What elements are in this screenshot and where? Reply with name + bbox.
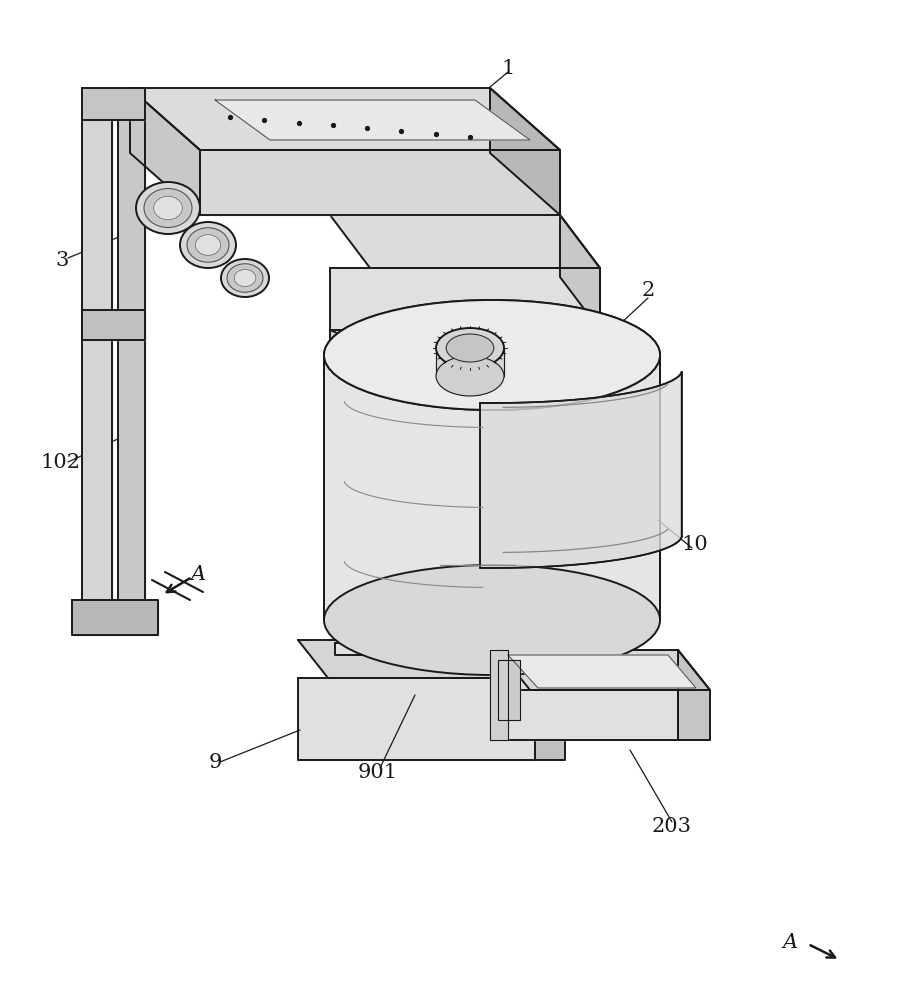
Text: 9: 9	[209, 752, 222, 772]
Polygon shape	[335, 633, 555, 643]
Text: 901: 901	[358, 762, 398, 782]
Ellipse shape	[144, 188, 192, 228]
Polygon shape	[498, 650, 710, 690]
Text: A: A	[191, 566, 206, 584]
Ellipse shape	[154, 196, 182, 220]
Polygon shape	[82, 310, 145, 340]
Polygon shape	[215, 100, 530, 140]
Text: 2: 2	[641, 280, 654, 300]
Polygon shape	[200, 150, 560, 215]
Polygon shape	[324, 355, 660, 620]
Polygon shape	[82, 120, 112, 620]
Polygon shape	[490, 650, 508, 740]
Ellipse shape	[324, 300, 660, 410]
Text: 203: 203	[652, 816, 692, 836]
Polygon shape	[498, 660, 520, 720]
Polygon shape	[535, 640, 565, 760]
Ellipse shape	[180, 222, 236, 268]
Ellipse shape	[221, 259, 269, 297]
Text: 102: 102	[40, 452, 80, 472]
Polygon shape	[498, 690, 678, 740]
Polygon shape	[330, 215, 600, 268]
Polygon shape	[82, 88, 145, 120]
Text: A: A	[782, 932, 797, 952]
Ellipse shape	[187, 228, 229, 262]
Ellipse shape	[235, 269, 256, 287]
Polygon shape	[330, 330, 400, 390]
Polygon shape	[298, 640, 565, 678]
Text: 10: 10	[681, 536, 708, 554]
Ellipse shape	[324, 300, 660, 410]
Polygon shape	[490, 88, 560, 215]
Polygon shape	[560, 215, 600, 330]
Polygon shape	[480, 372, 681, 568]
Ellipse shape	[136, 182, 200, 234]
Polygon shape	[436, 348, 504, 376]
Ellipse shape	[446, 334, 494, 362]
Polygon shape	[335, 643, 538, 655]
Polygon shape	[130, 88, 200, 215]
Polygon shape	[330, 268, 600, 330]
Text: 3: 3	[56, 250, 68, 269]
Polygon shape	[678, 650, 710, 740]
Polygon shape	[400, 330, 600, 360]
Ellipse shape	[436, 328, 504, 368]
Polygon shape	[298, 678, 535, 760]
Polygon shape	[118, 120, 145, 620]
Text: 1: 1	[502, 58, 515, 78]
Polygon shape	[508, 655, 696, 688]
Text: 5: 5	[445, 326, 458, 344]
Ellipse shape	[436, 356, 504, 396]
Polygon shape	[130, 88, 560, 150]
Ellipse shape	[227, 264, 263, 292]
Polygon shape	[72, 600, 158, 635]
Ellipse shape	[324, 565, 660, 675]
Ellipse shape	[195, 235, 220, 255]
